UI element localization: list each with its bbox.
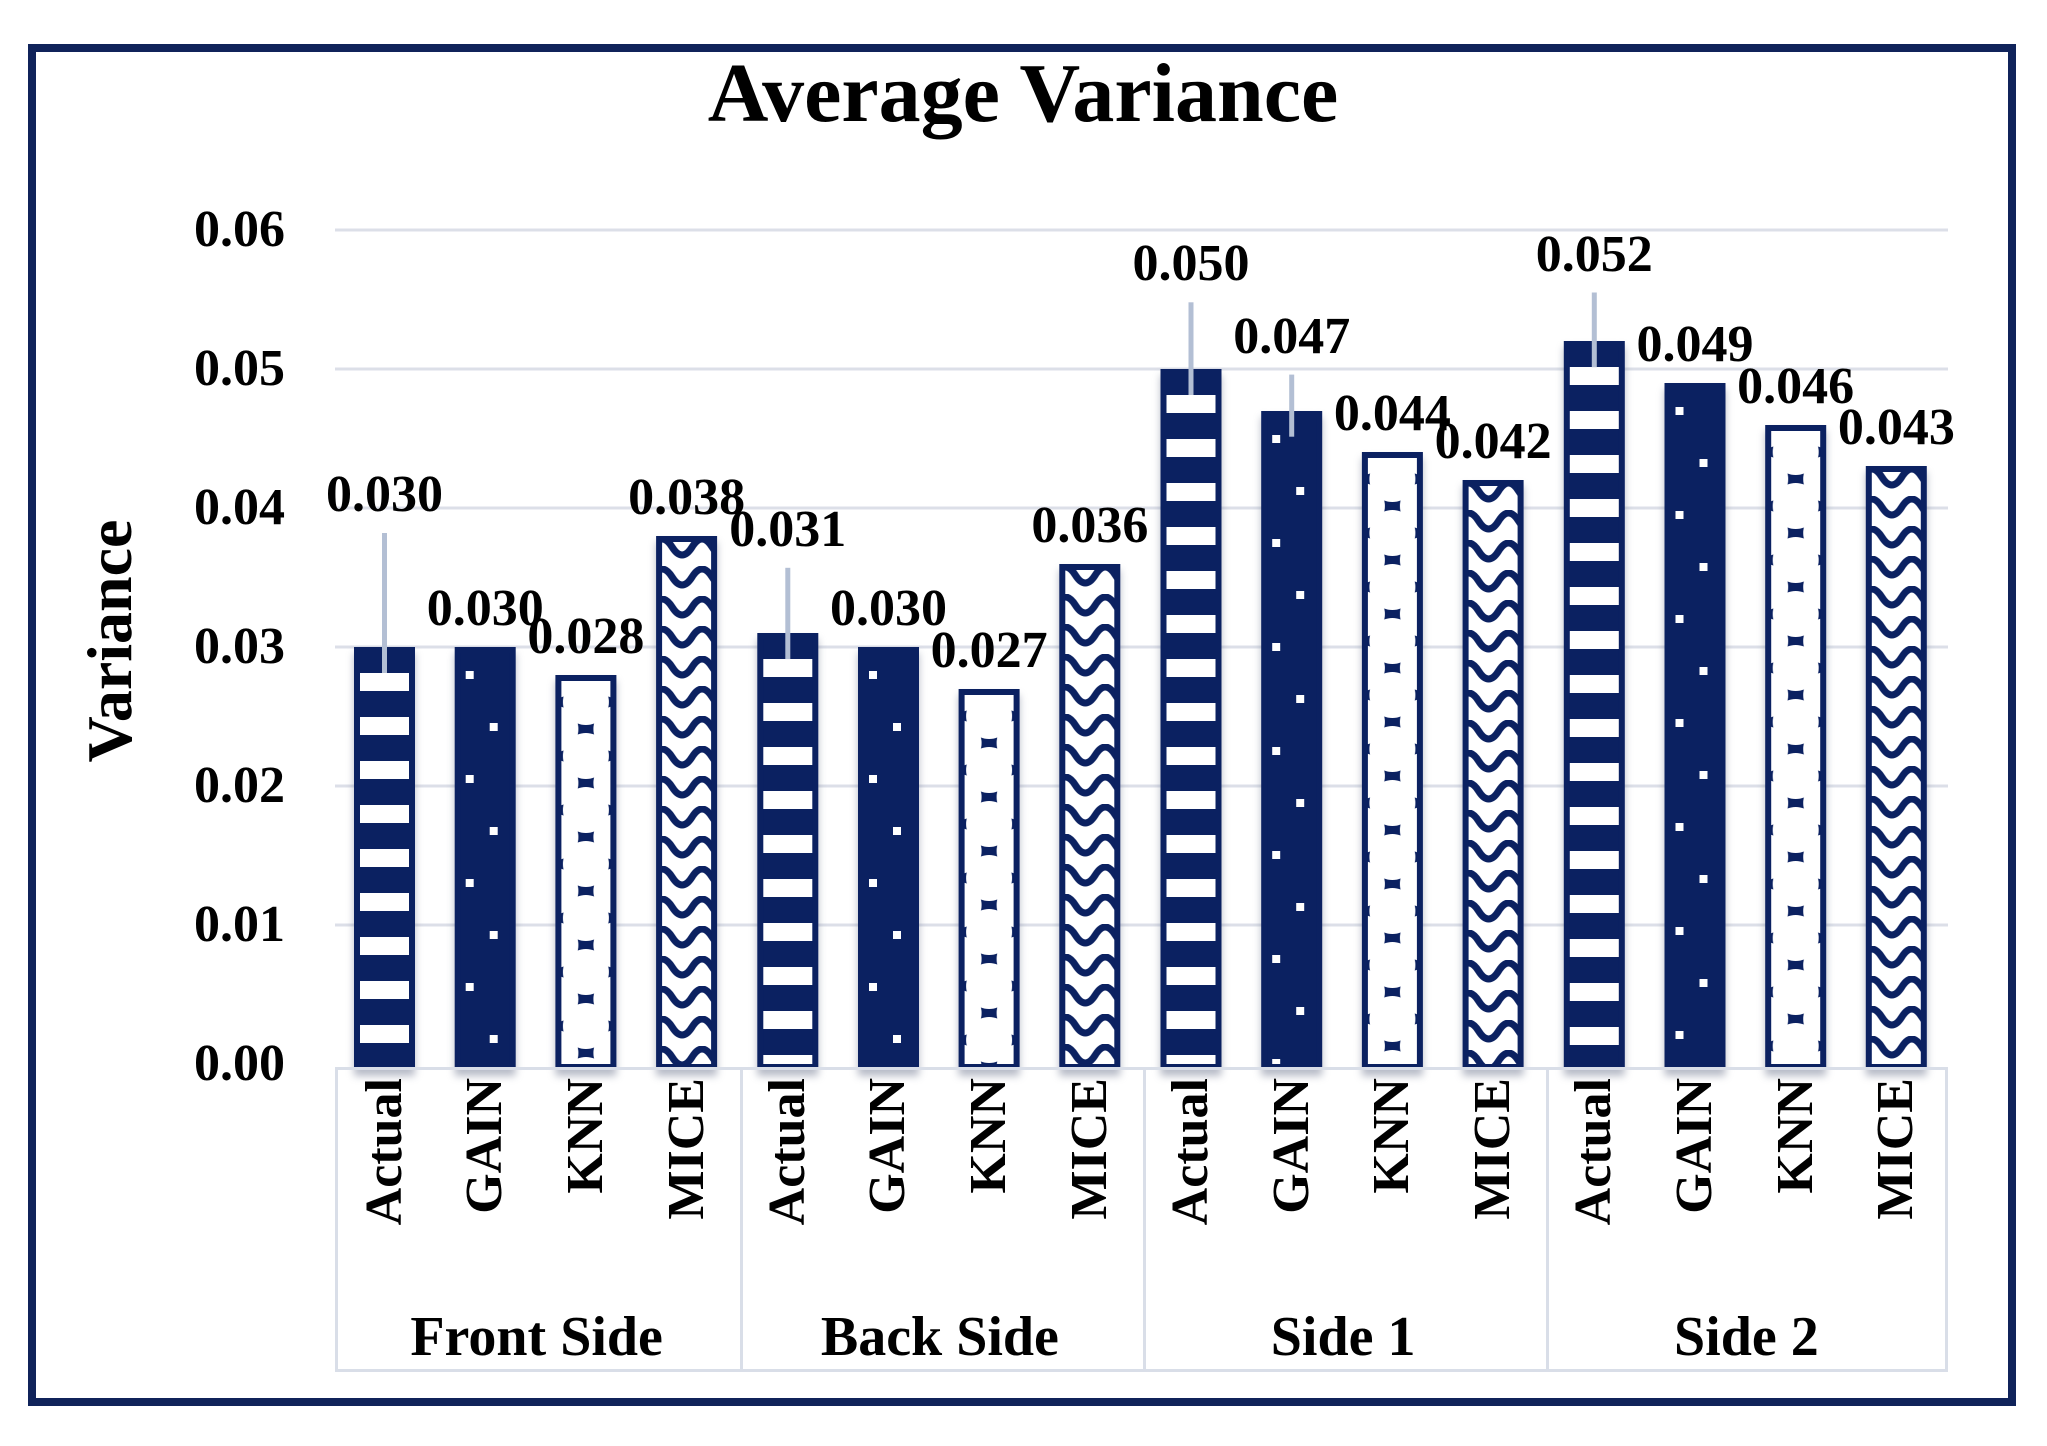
category-label-side-2-knn: KNN [1766, 1078, 1824, 1194]
gridline-0.01 [335, 923, 1948, 927]
bar-fill-horizontal-stripes [354, 647, 415, 1064]
bars [354, 341, 1927, 1064]
gridline-0.05 [335, 367, 1948, 371]
data-label-side-2-mice: 0.043 [1837, 399, 1955, 457]
bar-fill-wave [1865, 466, 1927, 1064]
bar-back-side-gain [858, 647, 919, 1064]
data-label-back-side-actual: 0.031 [729, 500, 847, 558]
bar-fill-shingle [555, 675, 617, 1064]
bar-fill-dots [1261, 411, 1323, 1064]
bar-fill-wave [1462, 480, 1524, 1064]
bar-fill-dots [454, 647, 516, 1064]
bar-fill-horizontal-stripes [1160, 369, 1222, 1064]
y-tick-label-0.06: 0.06 [194, 201, 285, 258]
y-tick-label-0.01: 0.01 [194, 896, 285, 953]
category-label-side-1-actual: Actual [1162, 1078, 1219, 1226]
data-label-side-2-actual: 0.052 [1535, 225, 1653, 283]
group-label-side-2: Side 2 [1674, 1306, 1819, 1368]
category-label-front-side-mice: MICE [657, 1078, 715, 1220]
error-bar-back-side-actual [785, 567, 791, 660]
group-divider [739, 1070, 743, 1369]
data-label-front-side-gain: 0.030 [426, 580, 544, 637]
bar-fill-wave [1059, 564, 1121, 1064]
bar-back-side-mice [1059, 564, 1121, 1064]
y-tick-label-0.03: 0.03 [194, 618, 285, 675]
category-label-side-2-actual: Actual [1565, 1078, 1623, 1226]
category-label-front-side-gain: GAIN [456, 1078, 514, 1214]
data-label-side-2-gain: 0.049 [1636, 315, 1754, 373]
category-label-side-2-mice: MICE [1867, 1078, 1925, 1220]
data-label-front-side-knn: 0.028 [527, 607, 645, 665]
y-tick-label-0.02: 0.02 [194, 757, 285, 814]
category-label-back-side-mice: MICE [1060, 1078, 1118, 1220]
data-label-back-side-knn: 0.027 [930, 621, 1048, 679]
bar-fill-horizontal-stripes [757, 633, 819, 1064]
group-label-front-side: Front Side [410, 1306, 663, 1368]
gridline-0.06 [335, 228, 1948, 232]
data-label-back-side-mice: 0.036 [1031, 496, 1149, 554]
bar-fill-shingle [1765, 425, 1827, 1064]
data-label-back-side-gain: 0.030 [829, 580, 947, 637]
bar-front-side-actual [354, 647, 415, 1064]
bar-fill-shingle [1361, 452, 1423, 1064]
category-axis-table [335, 1067, 1948, 1372]
category-label-front-side-actual: Actual [355, 1078, 413, 1226]
group-divider [1143, 1070, 1146, 1369]
bar-side-1-knn [1361, 452, 1423, 1064]
gridline-0.02 [335, 784, 1948, 788]
bar-fill-dots [858, 647, 919, 1064]
category-label-side-1-gain: GAIN [1262, 1078, 1320, 1214]
y-tick-label-0.04: 0.04 [194, 479, 285, 536]
data-label-side-1-gain: 0.047 [1233, 307, 1351, 365]
group-label-side-1: Side 1 [1270, 1306, 1416, 1368]
gridline-0.04 [335, 506, 1948, 510]
bar-side-1-actual [1160, 369, 1222, 1064]
bar-side-2-mice [1865, 466, 1927, 1064]
bar-side-2-gain [1664, 383, 1726, 1064]
error-bars [382, 292, 1597, 673]
bar-side-1-gain [1261, 411, 1323, 1064]
data-label-front-side-mice: 0.038 [628, 468, 746, 526]
error-bar-side-1-actual [1188, 302, 1194, 395]
bar-side-1-mice [1462, 480, 1524, 1064]
category-label-back-side-actual: Actual [758, 1078, 816, 1226]
error-bar-side-1-gain [1289, 374, 1295, 437]
error-bar-front-side-actual [382, 533, 387, 673]
category-label-front-side-knn: KNN [556, 1078, 614, 1194]
data-label-side-1-mice: 0.042 [1434, 413, 1552, 471]
chart-title: Average Variance [707, 47, 1339, 140]
bar-front-side-knn [555, 675, 617, 1064]
category-label-side-2-gain: GAIN [1665, 1078, 1723, 1214]
bar-back-side-actual [757, 633, 819, 1064]
bar-back-side-knn [958, 689, 1020, 1064]
bar-fill-dots [1664, 383, 1726, 1064]
y-tick-label-0.05: 0.05 [194, 340, 285, 397]
data-label-side-1-knn: 0.044 [1333, 385, 1451, 443]
y-tick-label-0.00: 0.00 [194, 1035, 285, 1092]
bar-fill-shingle [958, 689, 1020, 1064]
category-label-back-side-gain: GAIN [859, 1078, 917, 1214]
bar-side-2-knn [1765, 425, 1827, 1064]
data-label-side-2-knn: 0.046 [1737, 357, 1855, 415]
category-label-back-side-knn: KNN [960, 1078, 1018, 1194]
error-bar-side-2-actual [1591, 292, 1597, 368]
gridlines [335, 228, 1948, 927]
group-label-back-side: Back Side [820, 1306, 1059, 1368]
gridline-0.03 [335, 645, 1948, 649]
bar-front-side-mice [656, 536, 718, 1064]
category-label-side-1-knn: KNN [1363, 1078, 1421, 1194]
bar-front-side-gain [454, 647, 516, 1064]
data-label-front-side-actual: 0.030 [326, 466, 443, 524]
group-divider [1546, 1070, 1550, 1369]
bar-fill-wave [656, 536, 718, 1064]
data-label-side-1-actual: 0.050 [1132, 235, 1250, 293]
category-label-side-1-mice: MICE [1464, 1078, 1522, 1220]
